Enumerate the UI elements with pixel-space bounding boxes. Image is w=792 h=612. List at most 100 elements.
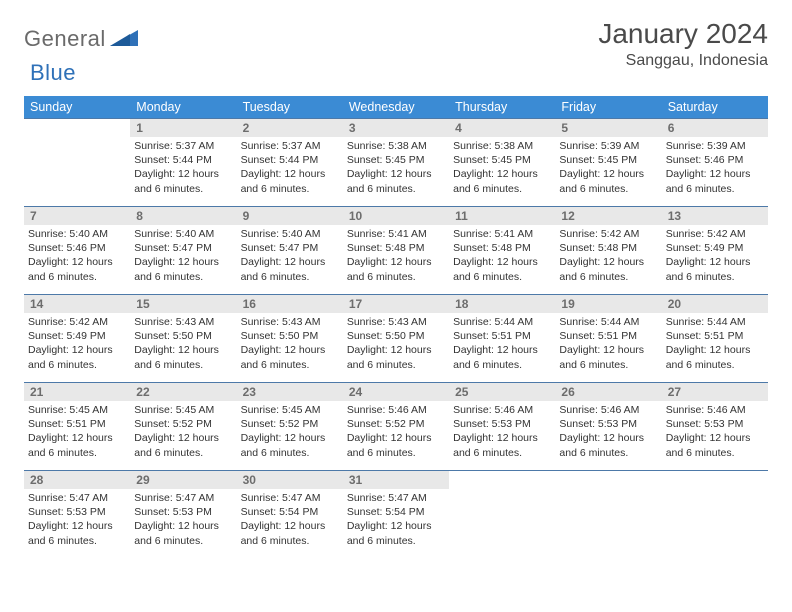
day-number: 13 [662, 207, 768, 225]
day-info: Sunrise: 5:38 AMSunset: 5:45 PMDaylight:… [449, 137, 555, 196]
calendar-day-cell: 12Sunrise: 5:42 AMSunset: 5:48 PMDayligh… [555, 207, 661, 295]
day-number: 17 [343, 295, 449, 313]
day-info: Sunrise: 5:39 AMSunset: 5:45 PMDaylight:… [555, 137, 661, 196]
day-info: Sunrise: 5:44 AMSunset: 5:51 PMDaylight:… [662, 313, 768, 372]
day-number: 19 [555, 295, 661, 313]
day-number: 23 [237, 383, 343, 401]
calendar-week-row: 14Sunrise: 5:42 AMSunset: 5:49 PMDayligh… [24, 295, 768, 383]
day-info: Sunrise: 5:45 AMSunset: 5:52 PMDaylight:… [130, 401, 236, 460]
day-number: 8 [130, 207, 236, 225]
calendar-day-cell: 5Sunrise: 5:39 AMSunset: 5:45 PMDaylight… [555, 119, 661, 207]
day-number: 27 [662, 383, 768, 401]
day-number: 15 [130, 295, 236, 313]
day-info: Sunrise: 5:43 AMSunset: 5:50 PMDaylight:… [343, 313, 449, 372]
calendar-day-cell: 22Sunrise: 5:45 AMSunset: 5:52 PMDayligh… [130, 383, 236, 471]
calendar-day-cell [555, 471, 661, 559]
location-label: Sanggau, Indonesia [598, 52, 768, 70]
calendar-day-cell: 8Sunrise: 5:40 AMSunset: 5:47 PMDaylight… [130, 207, 236, 295]
day-info: Sunrise: 5:46 AMSunset: 5:53 PMDaylight:… [555, 401, 661, 460]
calendar-day-cell: 3Sunrise: 5:38 AMSunset: 5:45 PMDaylight… [343, 119, 449, 207]
day-info: Sunrise: 5:45 AMSunset: 5:52 PMDaylight:… [237, 401, 343, 460]
day-number: 20 [662, 295, 768, 313]
calendar-day-cell: 23Sunrise: 5:45 AMSunset: 5:52 PMDayligh… [237, 383, 343, 471]
day-info: Sunrise: 5:44 AMSunset: 5:51 PMDaylight:… [449, 313, 555, 372]
calendar-table: Sunday Monday Tuesday Wednesday Thursday… [24, 96, 768, 559]
day-info: Sunrise: 5:41 AMSunset: 5:48 PMDaylight:… [343, 225, 449, 284]
calendar-day-cell: 29Sunrise: 5:47 AMSunset: 5:53 PMDayligh… [130, 471, 236, 559]
day-number: 30 [237, 471, 343, 489]
day-info: Sunrise: 5:43 AMSunset: 5:50 PMDaylight:… [130, 313, 236, 372]
day-number: 18 [449, 295, 555, 313]
day-info: Sunrise: 5:47 AMSunset: 5:53 PMDaylight:… [130, 489, 236, 548]
logo-text-general: General [24, 26, 106, 52]
calendar-day-cell: 18Sunrise: 5:44 AMSunset: 5:51 PMDayligh… [449, 295, 555, 383]
calendar-day-cell: 7Sunrise: 5:40 AMSunset: 5:46 PMDaylight… [24, 207, 130, 295]
day-info: Sunrise: 5:42 AMSunset: 5:49 PMDaylight:… [662, 225, 768, 284]
day-info: Sunrise: 5:38 AMSunset: 5:45 PMDaylight:… [343, 137, 449, 196]
weekday-monday: Monday [130, 96, 236, 119]
calendar-day-cell: 26Sunrise: 5:46 AMSunset: 5:53 PMDayligh… [555, 383, 661, 471]
weekday-friday: Friday [555, 96, 661, 119]
logo: General [24, 18, 138, 52]
weekday-sunday: Sunday [24, 96, 130, 119]
day-number: 26 [555, 383, 661, 401]
calendar-day-cell: 10Sunrise: 5:41 AMSunset: 5:48 PMDayligh… [343, 207, 449, 295]
day-info: Sunrise: 5:40 AMSunset: 5:47 PMDaylight:… [130, 225, 236, 284]
day-number: 9 [237, 207, 343, 225]
day-number: 16 [237, 295, 343, 313]
day-number: 10 [343, 207, 449, 225]
day-info: Sunrise: 5:44 AMSunset: 5:51 PMDaylight:… [555, 313, 661, 372]
weekday-thursday: Thursday [449, 96, 555, 119]
calendar-day-cell: 30Sunrise: 5:47 AMSunset: 5:54 PMDayligh… [237, 471, 343, 559]
calendar-day-cell: 16Sunrise: 5:43 AMSunset: 5:50 PMDayligh… [237, 295, 343, 383]
calendar-day-cell: 21Sunrise: 5:45 AMSunset: 5:51 PMDayligh… [24, 383, 130, 471]
calendar-day-cell: 2Sunrise: 5:37 AMSunset: 5:44 PMDaylight… [237, 119, 343, 207]
day-number: 4 [449, 119, 555, 137]
day-number: 22 [130, 383, 236, 401]
logo-text-blue: Blue [30, 60, 76, 85]
calendar-day-cell: 15Sunrise: 5:43 AMSunset: 5:50 PMDayligh… [130, 295, 236, 383]
calendar-day-cell [662, 471, 768, 559]
day-info: Sunrise: 5:45 AMSunset: 5:51 PMDaylight:… [24, 401, 130, 460]
calendar-week-row: 1Sunrise: 5:37 AMSunset: 5:44 PMDaylight… [24, 119, 768, 207]
day-number: 7 [24, 207, 130, 225]
day-number: 29 [130, 471, 236, 489]
calendar-day-cell [24, 119, 130, 207]
day-info: Sunrise: 5:39 AMSunset: 5:46 PMDaylight:… [662, 137, 768, 196]
calendar-day-cell: 6Sunrise: 5:39 AMSunset: 5:46 PMDaylight… [662, 119, 768, 207]
day-info: Sunrise: 5:46 AMSunset: 5:53 PMDaylight:… [662, 401, 768, 460]
day-info: Sunrise: 5:43 AMSunset: 5:50 PMDaylight:… [237, 313, 343, 372]
weekday-tuesday: Tuesday [237, 96, 343, 119]
calendar-day-cell: 20Sunrise: 5:44 AMSunset: 5:51 PMDayligh… [662, 295, 768, 383]
calendar-day-cell: 24Sunrise: 5:46 AMSunset: 5:52 PMDayligh… [343, 383, 449, 471]
calendar-week-row: 21Sunrise: 5:45 AMSunset: 5:51 PMDayligh… [24, 383, 768, 471]
day-number: 21 [24, 383, 130, 401]
day-number: 28 [24, 471, 130, 489]
calendar-day-cell: 11Sunrise: 5:41 AMSunset: 5:48 PMDayligh… [449, 207, 555, 295]
calendar-week-row: 7Sunrise: 5:40 AMSunset: 5:46 PMDaylight… [24, 207, 768, 295]
day-number: 31 [343, 471, 449, 489]
day-info: Sunrise: 5:47 AMSunset: 5:53 PMDaylight:… [24, 489, 130, 548]
calendar-day-cell: 14Sunrise: 5:42 AMSunset: 5:49 PMDayligh… [24, 295, 130, 383]
day-number: 25 [449, 383, 555, 401]
calendar-week-row: 28Sunrise: 5:47 AMSunset: 5:53 PMDayligh… [24, 471, 768, 559]
day-info: Sunrise: 5:37 AMSunset: 5:44 PMDaylight:… [130, 137, 236, 196]
calendar-day-cell: 17Sunrise: 5:43 AMSunset: 5:50 PMDayligh… [343, 295, 449, 383]
calendar-day-cell: 25Sunrise: 5:46 AMSunset: 5:53 PMDayligh… [449, 383, 555, 471]
calendar-day-cell: 4Sunrise: 5:38 AMSunset: 5:45 PMDaylight… [449, 119, 555, 207]
day-info: Sunrise: 5:42 AMSunset: 5:49 PMDaylight:… [24, 313, 130, 372]
day-number: 6 [662, 119, 768, 137]
day-number: 1 [130, 119, 236, 137]
weekday-wednesday: Wednesday [343, 96, 449, 119]
day-info: Sunrise: 5:46 AMSunset: 5:52 PMDaylight:… [343, 401, 449, 460]
weekday-header-row: Sunday Monday Tuesday Wednesday Thursday… [24, 96, 768, 119]
calendar-day-cell: 9Sunrise: 5:40 AMSunset: 5:47 PMDaylight… [237, 207, 343, 295]
day-info: Sunrise: 5:40 AMSunset: 5:46 PMDaylight:… [24, 225, 130, 284]
logo-triangle-icon [110, 28, 138, 51]
day-number: 3 [343, 119, 449, 137]
day-number: 2 [237, 119, 343, 137]
day-info: Sunrise: 5:46 AMSunset: 5:53 PMDaylight:… [449, 401, 555, 460]
calendar-day-cell: 19Sunrise: 5:44 AMSunset: 5:51 PMDayligh… [555, 295, 661, 383]
calendar-day-cell [449, 471, 555, 559]
day-info: Sunrise: 5:41 AMSunset: 5:48 PMDaylight:… [449, 225, 555, 284]
